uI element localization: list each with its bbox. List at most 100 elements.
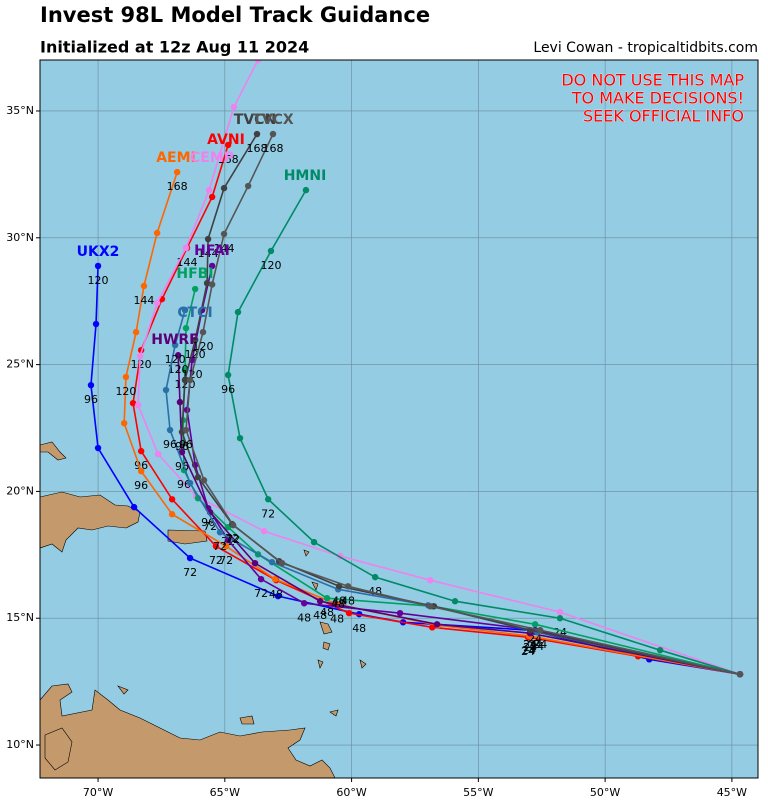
track-point: [300, 600, 308, 607]
lon-tick-label: 70°W: [83, 786, 113, 799]
lat-tick-label: 10°N: [6, 738, 34, 751]
land: [40, 441, 367, 778]
track-point: [344, 583, 352, 590]
subtitle: Initialized at 12z Aug 11 2024: [40, 38, 309, 57]
track-point: [182, 244, 190, 252]
hour-label: 96: [163, 438, 177, 451]
track-point: [531, 621, 539, 628]
track-point: [191, 285, 199, 293]
warning-line: DO NOT USE THIS MAP: [561, 71, 744, 90]
track-point: [224, 141, 232, 149]
hour-label: 120: [185, 348, 206, 361]
track-point: [92, 320, 100, 328]
track-point: [433, 621, 441, 628]
track-point: [556, 608, 564, 616]
ocean: [40, 60, 758, 778]
track-point: [345, 609, 353, 617]
track-point: [222, 542, 230, 550]
model-name: TVCX: [252, 112, 294, 128]
track-point: [203, 279, 211, 287]
hour-label: 96: [221, 383, 235, 396]
hour-label: 24: [522, 644, 536, 657]
hour-label: 72: [261, 507, 275, 520]
lon-tick-label: 65°W: [210, 786, 240, 799]
track-point: [181, 376, 189, 384]
lon-tick-label: 60°W: [336, 786, 366, 799]
track-point: [556, 615, 564, 622]
track-point: [537, 626, 544, 634]
track-point: [153, 299, 161, 307]
track-point: [208, 281, 216, 288]
model-name: CTCI: [177, 305, 212, 321]
track-point: [191, 336, 199, 344]
lat-tick-label: 15°N: [6, 611, 34, 624]
track-point: [208, 262, 216, 270]
track-point: [132, 328, 140, 336]
track: 24 48 72 96 120: [168, 352, 744, 678]
model-name: TVCN: [234, 112, 276, 128]
track-point: [251, 559, 259, 567]
model-name: AEMI: [156, 150, 196, 166]
credit: Levi Cowan - tropicaltidbits.com: [533, 40, 758, 56]
track-point: [174, 352, 182, 359]
hour-label: 96: [84, 393, 98, 406]
lat-tick-label: 25°N: [6, 358, 34, 371]
warning-line: TO MAKE DECISIONS!: [571, 89, 744, 108]
hour-label: 96: [175, 440, 189, 453]
track-point: [254, 60, 262, 64]
hour-label: 72: [183, 566, 197, 579]
warning-line: SEEK OFFICIAL INFO: [583, 107, 744, 126]
track-point: [205, 186, 213, 194]
track-point: [429, 624, 436, 631]
hour-label: 24: [521, 645, 535, 658]
track-point: [140, 282, 148, 290]
track-point: [396, 609, 404, 617]
track-point: [426, 576, 434, 584]
hour-label: 24: [523, 638, 537, 651]
hour-label: 168: [218, 153, 239, 166]
track-point: [268, 558, 276, 566]
track-point: [269, 130, 277, 138]
track-line: [137, 60, 741, 676]
track-point: [166, 426, 174, 434]
track-point: [94, 262, 102, 270]
track-point: [204, 235, 212, 243]
hour-label: 120: [88, 274, 109, 287]
hour-label: 48: [331, 597, 345, 610]
track-point: [134, 401, 142, 409]
track-point: [137, 447, 145, 455]
model-name: CEMP: [190, 150, 234, 166]
track-point: [181, 306, 189, 314]
track-point: [168, 496, 176, 503]
model-name: HFAI: [194, 243, 230, 259]
track-point: [162, 386, 170, 394]
hour-label: 120: [193, 340, 214, 353]
lon-tick-label: 55°W: [463, 786, 493, 799]
map-frame: [39, 59, 759, 779]
track-point: [182, 324, 190, 332]
hour-label: 120: [131, 358, 152, 371]
hour-label: 24: [523, 638, 537, 651]
track-point: [173, 168, 181, 176]
track-point: [278, 559, 286, 567]
track-point: [260, 528, 268, 535]
hour-label: 72: [213, 540, 227, 553]
track-point: [194, 474, 202, 481]
track-point: [267, 247, 275, 255]
track-point: [87, 381, 95, 389]
track-point: [323, 594, 331, 602]
hour-label: 48: [313, 609, 327, 622]
hour-label: 120: [168, 363, 189, 376]
hour-label: 24: [533, 638, 547, 651]
hour-label: 72: [226, 533, 240, 546]
hour-label: 120: [115, 385, 136, 398]
track: 24 48 72 96 120: [84, 262, 744, 678]
track-point: [271, 575, 279, 583]
hour-label: 168: [262, 142, 283, 155]
title: Invest 98L Model Track Guidance: [40, 3, 430, 27]
hour-label: 144: [177, 256, 198, 269]
tracks: 2448729612024487296120144168244872961201…: [84, 60, 744, 678]
